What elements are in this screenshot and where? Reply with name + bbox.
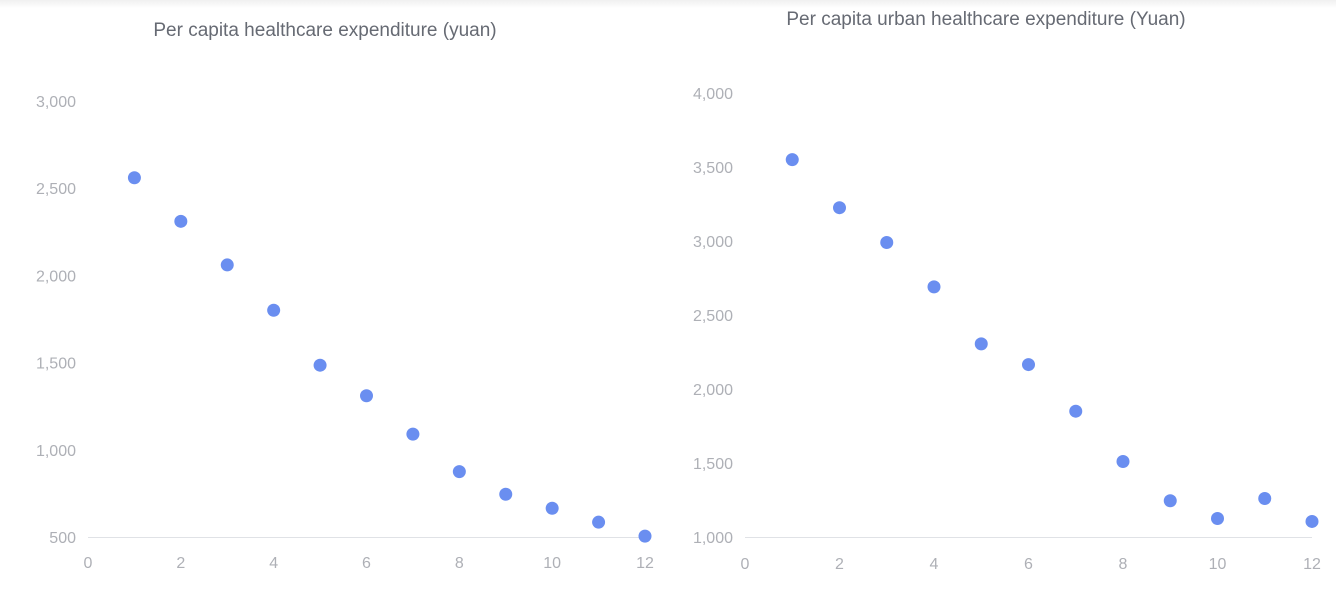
data-point [545, 501, 559, 515]
data-point [592, 515, 606, 529]
y-tick-label: 3,000 [36, 94, 76, 111]
data-point [833, 201, 846, 215]
x-tick-label: 6 [362, 555, 371, 572]
x-tick-label: 10 [543, 555, 561, 572]
data-point [1069, 404, 1083, 418]
data-point [974, 337, 988, 351]
x-tick-label: 12 [1303, 556, 1321, 573]
y-tick-label: 1,500 [693, 456, 733, 473]
y-tick-label: 500 [49, 530, 76, 547]
data-point [927, 280, 941, 294]
data-point [127, 171, 141, 185]
chart-2: Per capita urban healthcare expenditure … [693, 9, 1321, 573]
data-point [267, 303, 281, 317]
x-tick-label: 0 [84, 555, 93, 572]
y-tick-label: 2,000 [36, 268, 76, 285]
x-tick-label: 2 [835, 556, 844, 573]
data-point [1163, 494, 1177, 508]
data-point [313, 358, 327, 372]
y-tick-label: 2,500 [693, 308, 733, 325]
y-tick-label: 4,000 [693, 86, 733, 103]
data-point [1116, 455, 1130, 469]
y-tick-label: 3,500 [693, 160, 733, 177]
chart-title: Per capita urban healthcare expenditure … [786, 9, 1185, 30]
y-tick-label: 1,000 [36, 443, 76, 460]
x-tick-label: 4 [930, 556, 939, 573]
x-tick-label: 2 [176, 555, 185, 572]
data-point [785, 153, 799, 167]
x-tick-label: 4 [269, 555, 278, 572]
data-point [1022, 358, 1035, 372]
y-tick-label: 2,000 [693, 382, 733, 399]
data-point [1305, 514, 1319, 528]
data-point [1211, 512, 1224, 525]
x-tick-label: 8 [1119, 556, 1128, 573]
data-point [220, 258, 234, 272]
data-point [452, 465, 466, 479]
chart-title: Per capita healthcare expenditure (yuan) [153, 20, 496, 41]
x-tick-label: 12 [636, 555, 654, 572]
x-tick-label: 0 [741, 556, 750, 573]
x-tick-label: 6 [1024, 556, 1033, 573]
chart-1: Per capita healthcare expenditure (yuan)… [36, 20, 654, 572]
x-tick-label: 10 [1209, 556, 1227, 573]
y-tick-label: 1,500 [36, 356, 76, 373]
y-tick-label: 2,500 [36, 181, 76, 198]
data-point [638, 529, 652, 543]
y-tick-label: 1,000 [693, 530, 733, 547]
x-tick-label: 8 [455, 555, 464, 572]
data-point [174, 214, 188, 228]
data-point [499, 487, 513, 501]
data-point [1258, 492, 1272, 506]
data-point [880, 235, 894, 249]
data-point [360, 389, 373, 403]
y-tick-label: 3,000 [693, 234, 733, 251]
top-shadow-bar [0, 0, 1336, 8]
data-point [406, 427, 420, 441]
